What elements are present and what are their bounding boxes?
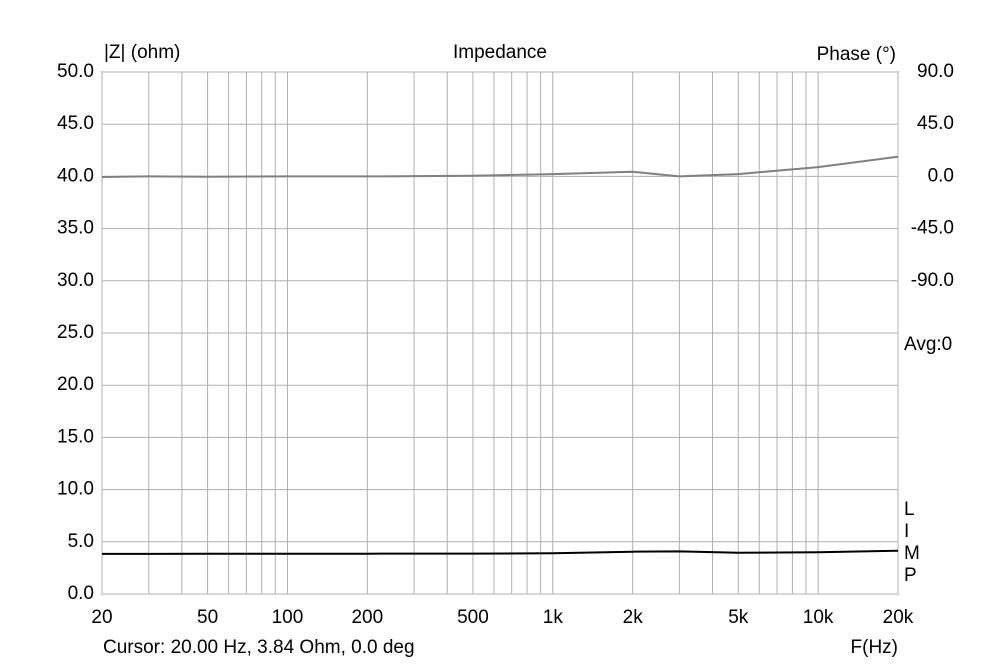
x-tick-label: 100 — [272, 607, 304, 628]
average-label: Avg:0 — [904, 334, 952, 355]
side-letter: L — [904, 499, 915, 520]
y2-tick-label: 90.0 — [917, 61, 954, 82]
y-tick-label: 30.0 — [57, 270, 94, 291]
y-tick-label: 5.0 — [68, 531, 94, 552]
y2-tick-label: -90.0 — [911, 270, 954, 291]
y-tick-label: 25.0 — [57, 322, 94, 343]
side-letter: P — [904, 565, 917, 586]
y-tick-label: 40.0 — [57, 165, 94, 186]
y-tick-label: 35.0 — [57, 218, 94, 239]
y2-tick-label: -45.0 — [911, 218, 954, 239]
series-line — [101, 155, 899, 178]
x-tick-label: 20k — [883, 607, 914, 628]
x-tick-label: 500 — [457, 607, 489, 628]
y-tick-label: 45.0 — [57, 113, 94, 134]
side-letter: M — [904, 543, 920, 564]
x-tick-label: 10k — [803, 607, 834, 628]
cursor-readout: Cursor: 20.00 Hz, 3.84 Ohm, 0.0 deg — [103, 637, 415, 658]
x-tick-label: 50 — [197, 607, 218, 628]
y-tick-label: 50.0 — [57, 61, 94, 82]
y-tick-label: 0.0 — [68, 583, 94, 604]
y-tick-label: 10.0 — [57, 479, 94, 500]
x-tick-label: 1k — [543, 607, 564, 628]
x-tick-label: 20 — [91, 607, 112, 628]
y2-axis-label: Phase (°) — [817, 44, 896, 65]
y-tick-label: 15.0 — [57, 426, 94, 447]
x-axis-label: F(Hz) — [851, 637, 898, 658]
chart-title: Impedance — [453, 42, 547, 63]
x-tick-label: 5k — [728, 607, 749, 628]
x-tick-label: 2k — [623, 607, 644, 628]
series-line — [102, 549, 899, 555]
y2-tick-label: 45.0 — [917, 113, 954, 134]
y-tick-label: 20.0 — [57, 374, 94, 395]
y2-tick-label: 0.0 — [928, 165, 954, 186]
x-tick-label: 200 — [351, 607, 383, 628]
y-axis-label: |Z| (ohm) — [104, 42, 180, 63]
side-letter: I — [904, 521, 909, 542]
